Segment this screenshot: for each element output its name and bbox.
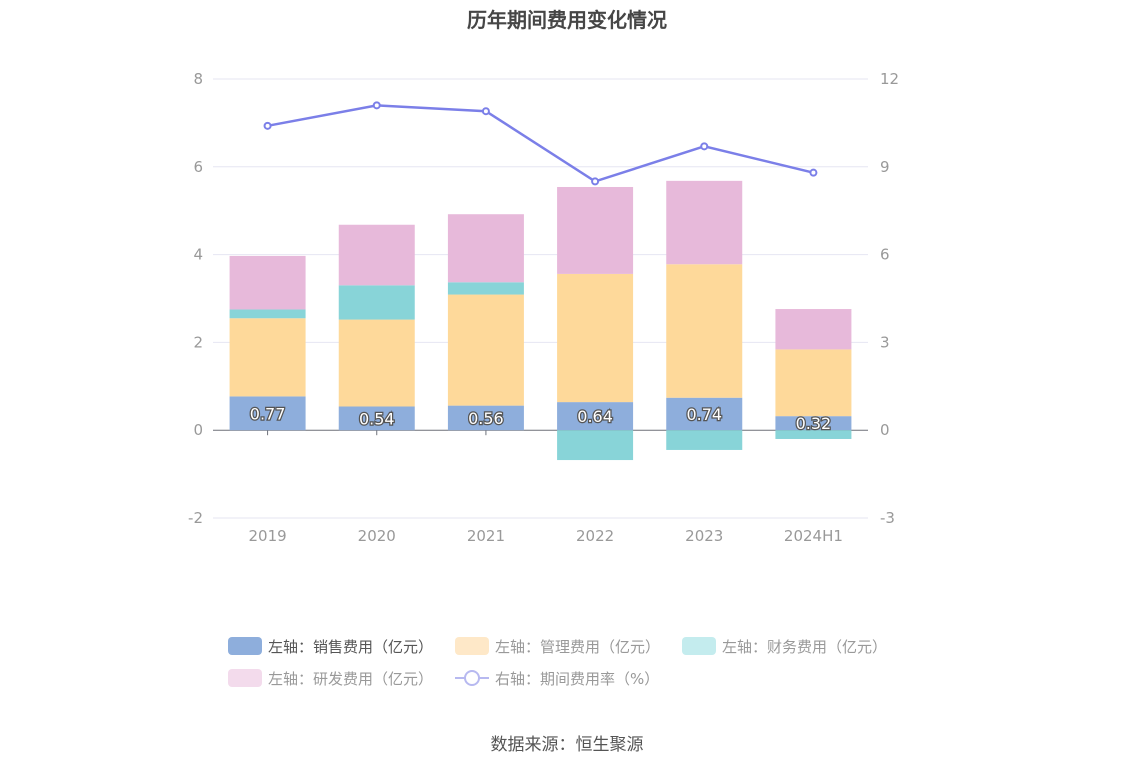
bar-segment — [338, 285, 415, 320]
bar-segment — [229, 318, 306, 397]
right-axis-tick-label: 0 — [880, 421, 890, 439]
legend-swatch-admin — [455, 637, 490, 655]
bar-segment — [557, 273, 634, 403]
bar-segment — [775, 349, 852, 417]
bar-segment — [666, 397, 743, 431]
data-label: 0.64 — [577, 407, 613, 426]
legend-label-finance: 左轴：财务费用（亿元） — [722, 637, 888, 656]
bar-segment — [557, 186, 634, 274]
left-axis-tick-label: 2 — [193, 333, 203, 351]
legend-item-sales[interactable]: 左轴：销售费用（亿元） — [228, 636, 433, 657]
bar-segment — [775, 416, 852, 431]
legend-label-rnd: 左轴：研发费用（亿元） — [268, 669, 434, 688]
rate-line — [267, 104, 814, 183]
data-label: 0.77 — [250, 404, 286, 423]
bar-segment — [775, 430, 852, 439]
legend-swatch-finance — [682, 637, 717, 655]
legend-item-rate[interactable]: 右轴：期间费用率（%） — [455, 668, 659, 689]
rate-point — [372, 101, 381, 110]
legend-item-finance[interactable]: 左轴：财务费用（亿元） — [682, 636, 887, 657]
legend-line-icon — [455, 669, 490, 687]
bar-segment — [557, 402, 634, 431]
right-axis-tick-label: 3 — [880, 333, 890, 351]
chart-plot: -2 -3 0 0 2 3 4 6 6 9 8 12 2019 2020 2021 2022 2023 2024H… — [188, 70, 899, 545]
legend: 左轴：销售费用（亿元） 左轴：管理费用（亿元） 左轴：财务费用（亿元） 左轴：研… — [228, 630, 928, 694]
bar-segment — [229, 396, 306, 431]
rate-point — [263, 121, 272, 130]
data-label: 0.56 — [468, 409, 504, 428]
bar-segment — [447, 282, 524, 295]
left-axis-tick-label: 8 — [193, 70, 203, 88]
bar-segment — [447, 294, 524, 406]
bar-segment — [447, 214, 524, 283]
bar-segment — [666, 264, 743, 398]
x-axis-tick-label: 2023 — [685, 527, 723, 545]
bar-segment — [447, 405, 524, 431]
bar-segment — [666, 430, 743, 450]
data-source: 数据来源：恒生聚源 — [490, 735, 644, 755]
legend-label-sales: 左轴：销售费用（亿元） — [268, 637, 434, 656]
right-axis-tick-label: 12 — [880, 70, 899, 88]
x-axis-tick-label: 2021 — [467, 527, 505, 545]
right-axis-tick-label: 6 — [880, 246, 890, 264]
right-axis-tick-label: -3 — [880, 509, 895, 527]
bar-segment — [338, 319, 415, 407]
bar-segment — [229, 309, 306, 319]
x-axis-tick-label: 2020 — [358, 527, 396, 545]
bar-segment — [338, 224, 415, 286]
bar-segment — [229, 255, 306, 310]
x-axis-tick-label: 2022 — [576, 527, 614, 545]
left-axis-tick-label: -2 — [188, 509, 203, 527]
left-axis-tick-label: 4 — [193, 246, 203, 264]
legend-item-admin[interactable]: 左轴：管理费用（亿元） — [455, 636, 660, 657]
data-label: 0.32 — [796, 414, 832, 433]
rate-point — [700, 142, 709, 151]
x-axis-tick-label: 2019 — [248, 527, 286, 545]
chart-title: 历年期间费用变化情况 — [467, 8, 667, 32]
legend-swatch-rnd — [228, 669, 262, 687]
rate-point — [809, 168, 818, 177]
legend-label-admin: 左轴：管理费用（亿元） — [495, 637, 661, 656]
bar-segment — [557, 430, 634, 461]
bar-segment — [338, 406, 415, 431]
data-label: 0.74 — [686, 405, 722, 424]
left-axis-tick-label: 0 — [193, 421, 203, 439]
legend-swatch-sales — [228, 637, 262, 655]
legend-item-rnd[interactable]: 左轴：研发费用（亿元） — [228, 668, 433, 689]
left-axis-tick-label: 6 — [193, 158, 203, 176]
bar-segment — [775, 309, 852, 350]
legend-label-rate: 右轴：期间费用率（%） — [495, 669, 660, 688]
x-axis-tick-label: 2024H1 — [784, 527, 843, 545]
right-axis-tick-label: 9 — [880, 158, 890, 176]
bar-segment — [666, 180, 743, 265]
rate-point — [591, 177, 600, 186]
data-label: 0.54 — [359, 409, 395, 428]
rate-point — [481, 107, 490, 116]
